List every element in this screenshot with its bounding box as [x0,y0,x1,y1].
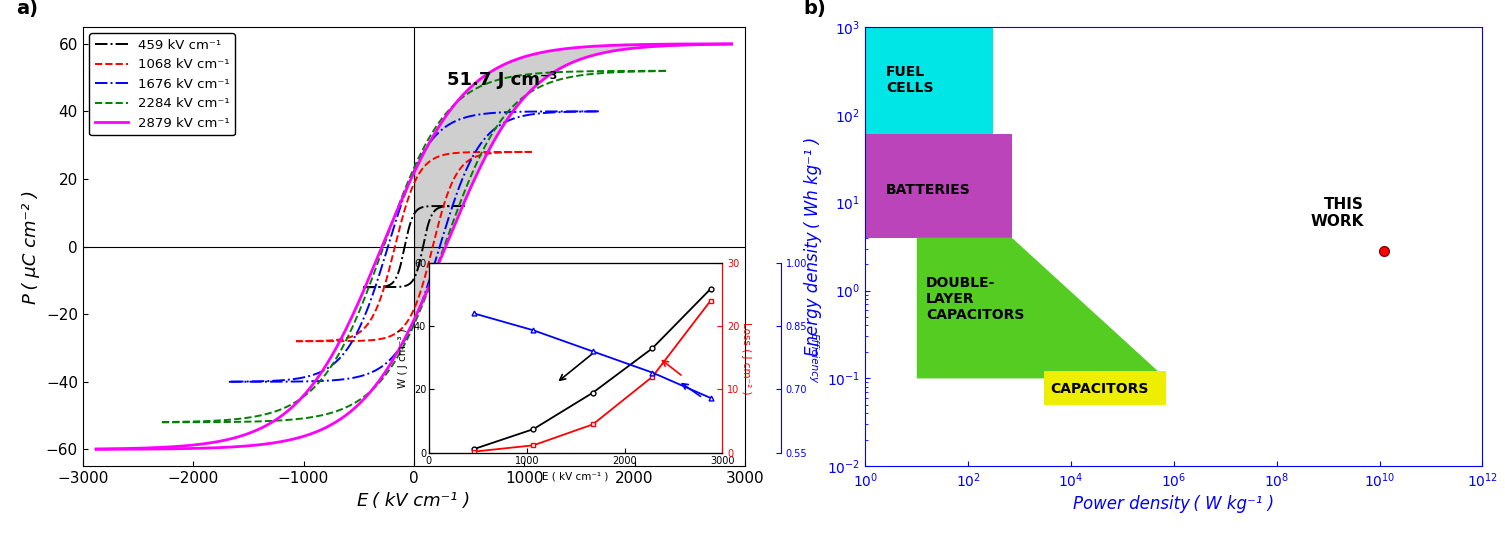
X-axis label: E ( kV cm⁻¹ ): E ( kV cm⁻¹ ) [357,492,471,510]
Text: b): b) [804,0,826,18]
Polygon shape [917,237,1166,378]
Text: CAPACITORS: CAPACITORS [1050,382,1148,397]
X-axis label: Power density ( W kg⁻¹ ): Power density ( W kg⁻¹ ) [1073,495,1275,513]
Text: 51.7 J cm⁻³: 51.7 J cm⁻³ [447,71,557,89]
Text: FUEL
CELLS: FUEL CELLS [886,65,933,95]
Y-axis label: P ( μC cm⁻² ): P ( μC cm⁻² ) [23,190,41,303]
Text: a): a) [17,0,39,18]
Y-axis label: Energy density ( Wh kg⁻¹ ): Energy density ( Wh kg⁻¹ ) [804,137,822,356]
Text: BATTERIES: BATTERIES [886,183,971,197]
Legend: 459 kV cm⁻¹, 1068 kV cm⁻¹, 1676 kV cm⁻¹, 2284 kV cm⁻¹, 2879 kV cm⁻¹: 459 kV cm⁻¹, 1068 kV cm⁻¹, 1676 kV cm⁻¹,… [89,33,235,136]
Text: THIS
WORK: THIS WORK [1311,197,1364,229]
Bar [865,27,993,134]
Bar [1044,371,1166,405]
Y-axis label: Efficiency: Efficiency [808,333,819,383]
X-axis label: E ( kV cm⁻¹ ): E ( kV cm⁻¹ ) [542,471,610,481]
Y-axis label: Loss ( J cm⁻² ): Loss ( J cm⁻² ) [740,322,751,394]
Y-axis label: W ( J cm⁻³ ): W ( J cm⁻³ ) [399,328,408,388]
Bar [865,134,1011,237]
Text: DOUBLE-
LAYER
CAPACITORS: DOUBLE- LAYER CAPACITORS [926,276,1025,322]
